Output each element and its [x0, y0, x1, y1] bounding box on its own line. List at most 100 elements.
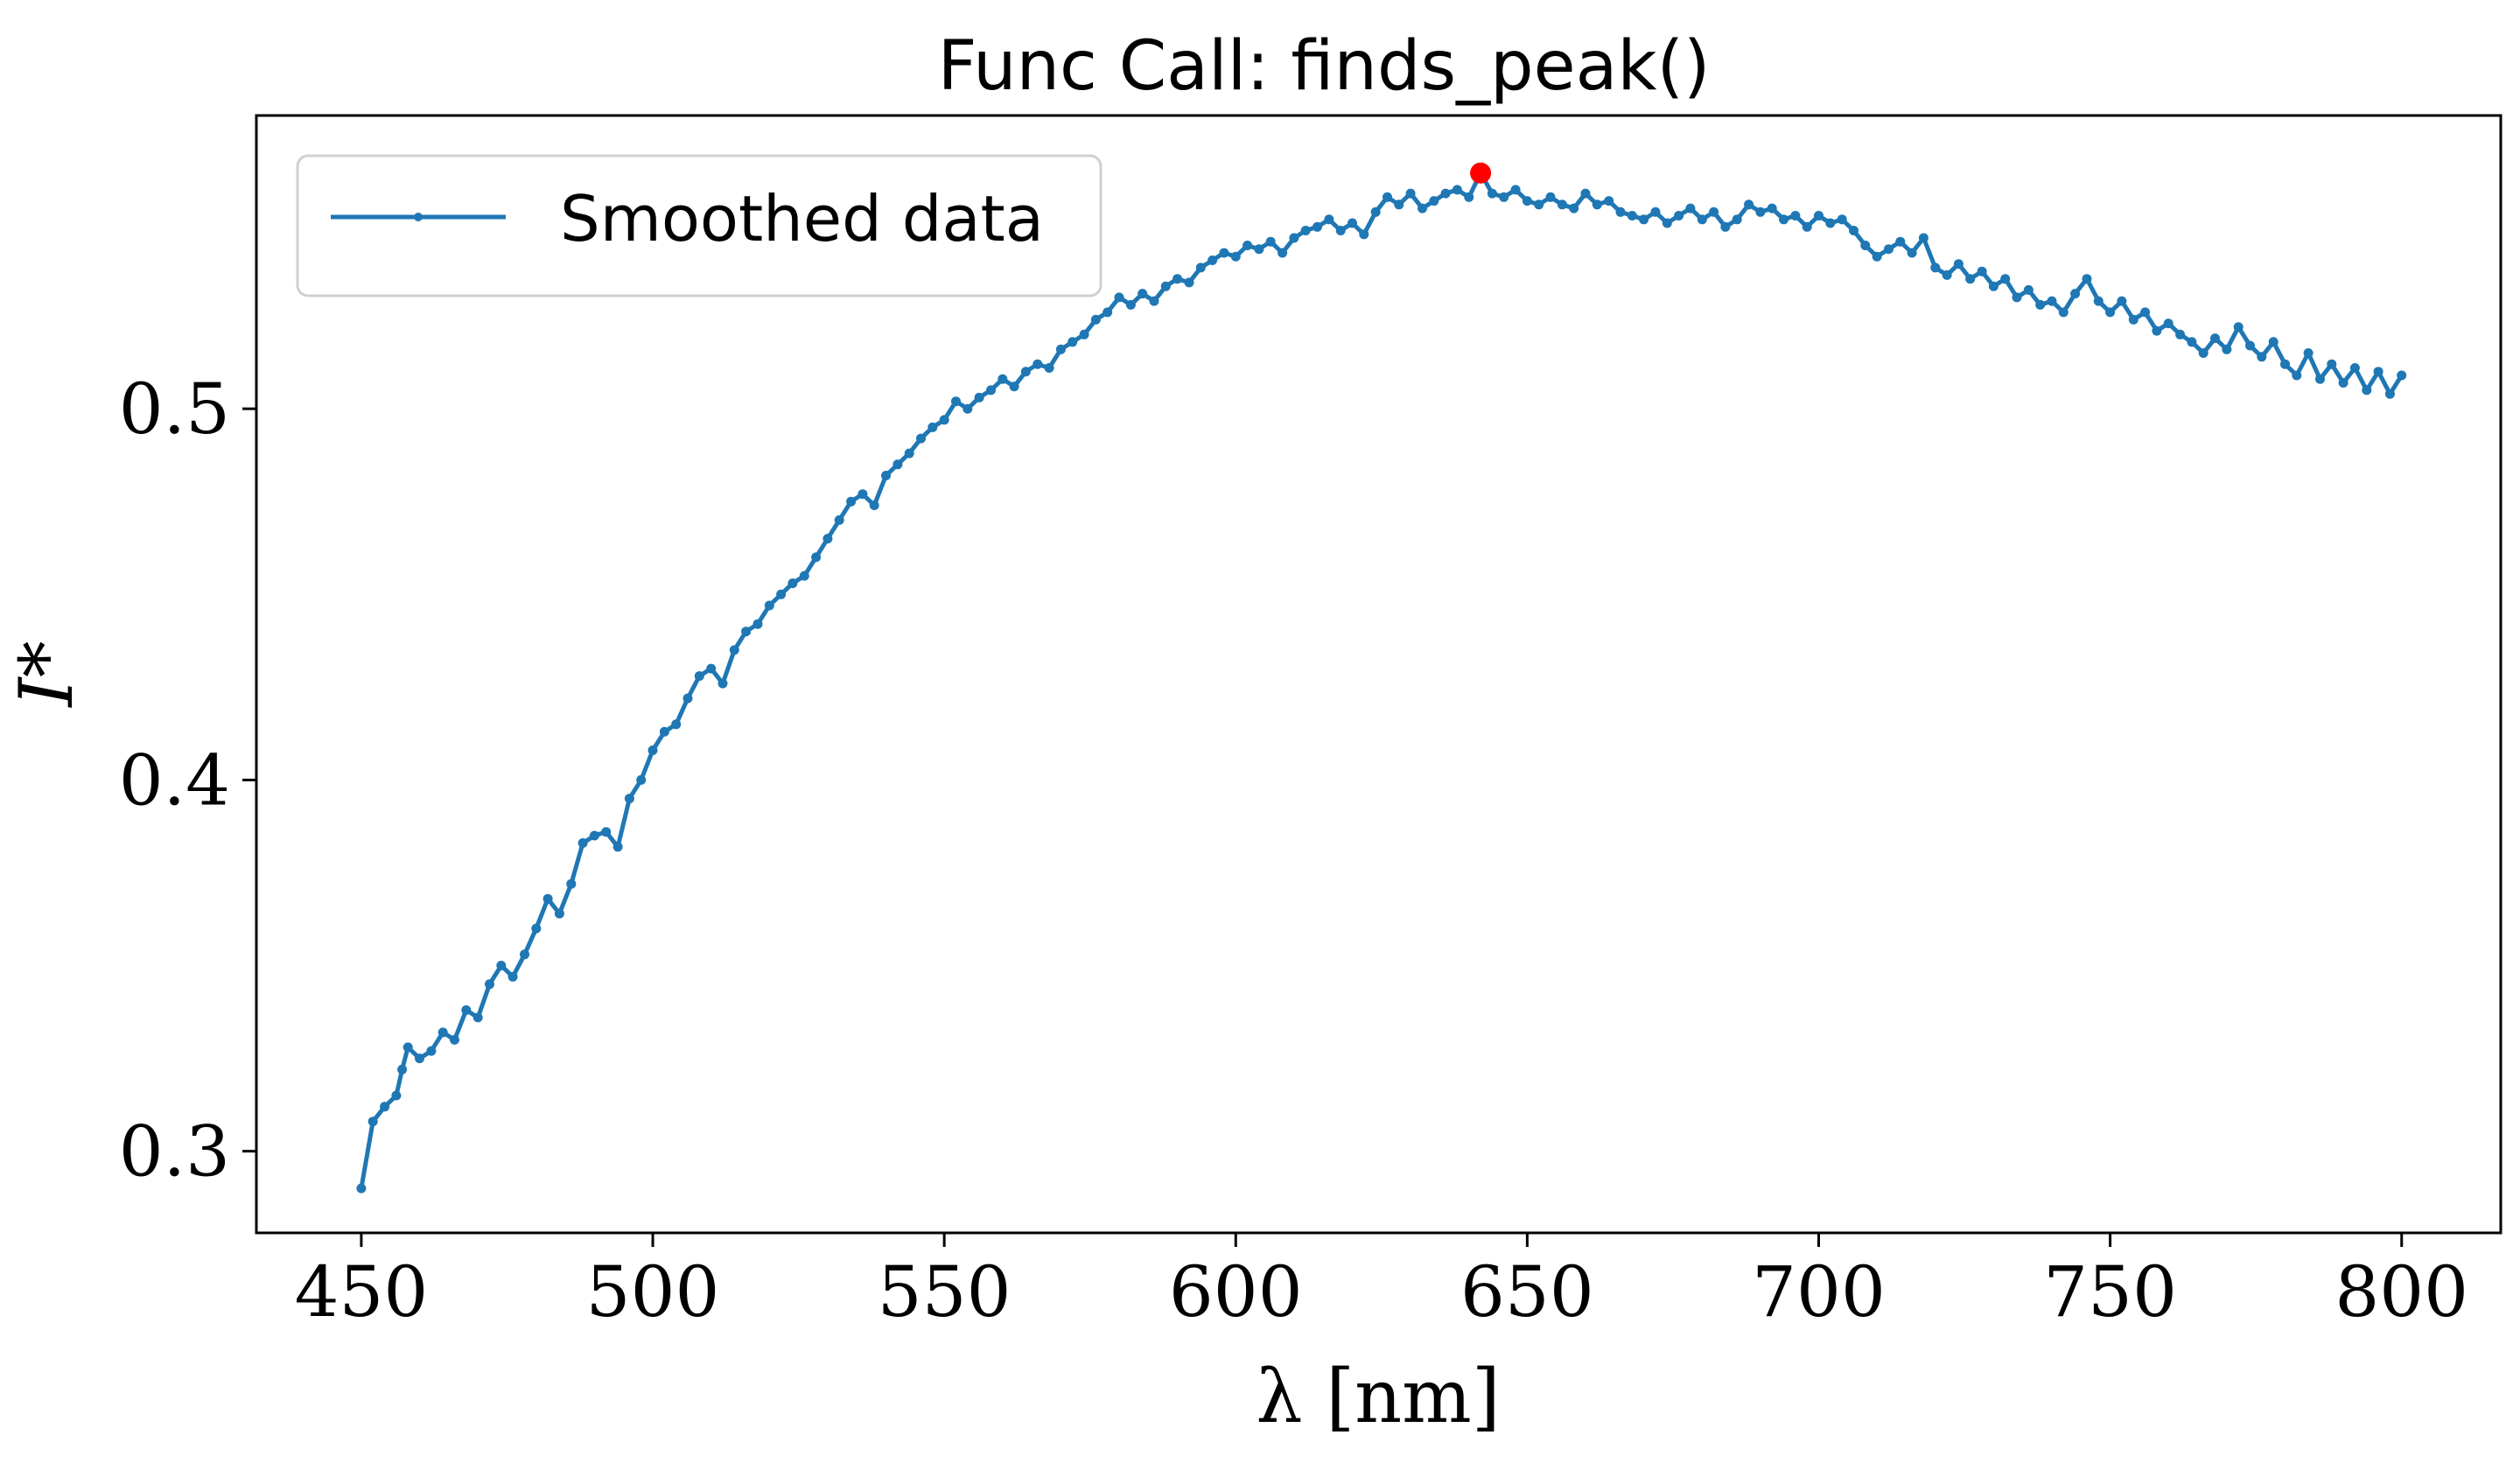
data-point — [1953, 259, 1964, 270]
annotation-layer — [1470, 162, 1492, 184]
data-point — [2338, 378, 2348, 388]
data-point — [752, 619, 763, 629]
data-point — [2362, 385, 2372, 396]
data-point — [2292, 370, 2302, 381]
data-point — [2035, 299, 2046, 310]
data-point — [694, 671, 704, 682]
data-point — [1697, 214, 1707, 225]
data-point — [485, 979, 494, 990]
data-point — [397, 1064, 408, 1074]
data-point — [554, 908, 564, 919]
data-point — [1662, 218, 1672, 228]
data-point — [998, 374, 1008, 384]
data-point — [2082, 274, 2092, 284]
data-point — [1382, 192, 1392, 202]
data-point — [1278, 248, 1288, 258]
data-point — [2373, 367, 2384, 377]
axes-frame — [255, 114, 2502, 1235]
data-point — [2397, 370, 2407, 381]
data-point — [986, 385, 996, 396]
data-point — [1254, 244, 1264, 255]
data-point — [916, 433, 926, 444]
data-point — [1837, 214, 1847, 225]
data-point — [1335, 226, 1346, 235]
chart-title: Func Call: finds_peak() — [938, 27, 1711, 106]
data-point — [788, 578, 798, 589]
data-point — [461, 1004, 472, 1015]
data-point — [776, 589, 787, 599]
data-point — [1359, 229, 1369, 240]
data-point — [892, 459, 903, 470]
data-point — [508, 971, 518, 982]
x-tick-label: 650 — [1460, 1251, 1594, 1333]
data-point — [2187, 337, 2197, 347]
data-point — [2070, 289, 2081, 299]
data-point — [1790, 211, 1801, 220]
data-point — [1312, 221, 1322, 232]
data-point — [881, 471, 891, 480]
data-point — [1709, 206, 1719, 217]
data-point — [1138, 289, 1148, 299]
data-point — [1125, 299, 1136, 310]
data-point — [718, 678, 728, 689]
data-point — [450, 1034, 459, 1045]
data-point — [2245, 340, 2255, 351]
data-point — [1487, 188, 1497, 199]
data-point — [2105, 307, 2116, 318]
data-point — [520, 949, 529, 960]
data-point — [1068, 337, 1078, 347]
data-point — [2175, 329, 2186, 340]
y-tick-label: 0.3 — [119, 1111, 230, 1193]
data-point — [1324, 214, 1334, 225]
data-point — [601, 827, 612, 837]
data-point — [1090, 314, 1101, 325]
data-point — [951, 396, 961, 407]
data-point — [1814, 211, 1824, 220]
data-point — [962, 403, 973, 414]
data-point — [1114, 292, 1124, 303]
data-point — [1767, 203, 1777, 214]
data-point — [1732, 214, 1742, 225]
y-axis-label: I* — [4, 640, 89, 708]
x-axis-label: λ [nm] — [1256, 1354, 1500, 1439]
data-point — [1650, 206, 1661, 217]
data-point — [846, 496, 857, 507]
data-point — [356, 1183, 367, 1194]
data-point — [1055, 344, 1066, 354]
data-point — [1988, 281, 1998, 291]
data-point — [1149, 296, 1159, 306]
data-point — [2093, 296, 2104, 306]
data-point — [566, 878, 577, 889]
data-point — [368, 1116, 378, 1127]
data-point — [1860, 241, 1871, 250]
data-point — [1009, 382, 1019, 392]
data-point — [438, 1027, 448, 1038]
data-point — [1592, 200, 1602, 210]
y-axis: 0.3 0.4 0.5 — [119, 368, 256, 1193]
data-point — [426, 1046, 437, 1056]
data-point — [822, 534, 833, 544]
data-point — [1942, 270, 1952, 280]
data-point — [764, 600, 774, 611]
data-point — [1545, 192, 1556, 202]
legend: Smoothed data — [296, 154, 1102, 298]
data-point — [2047, 296, 2057, 306]
x-tick-label: 550 — [878, 1251, 1012, 1333]
plot-background — [256, 116, 2501, 1233]
data-point — [1394, 200, 1404, 210]
data-point — [1452, 185, 1462, 195]
data-point — [1219, 248, 1229, 258]
data-point — [1405, 188, 1416, 199]
data-point — [1032, 359, 1043, 369]
data-point — [706, 663, 717, 674]
data-point — [1744, 200, 1754, 210]
data-point — [2268, 337, 2278, 347]
data-point — [2023, 284, 2034, 295]
data-point — [472, 1012, 483, 1023]
data-point — [1195, 262, 1206, 273]
x-tick-label: 750 — [2043, 1251, 2177, 1333]
data-point — [1557, 200, 1567, 210]
data-point — [2000, 274, 2011, 284]
data-point — [1872, 251, 1882, 262]
